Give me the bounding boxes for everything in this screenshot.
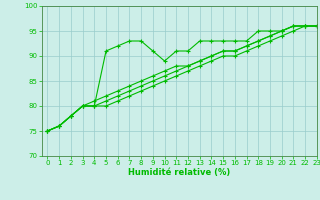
X-axis label: Humidité relative (%): Humidité relative (%) bbox=[128, 168, 230, 177]
